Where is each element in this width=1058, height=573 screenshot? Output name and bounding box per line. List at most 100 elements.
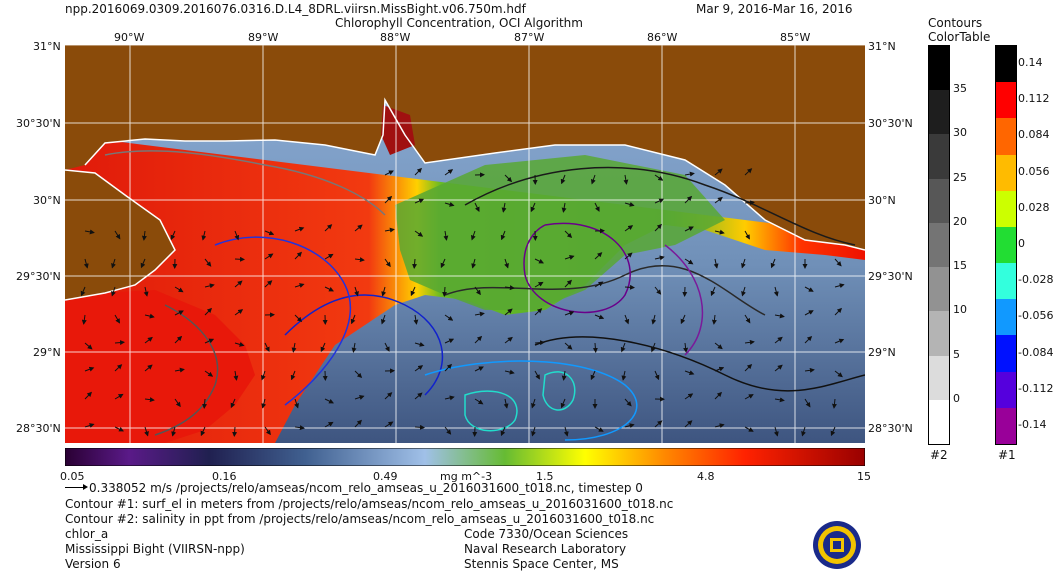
current-vector-arrow — [834, 258, 842, 267]
current-vector-arrow — [264, 230, 275, 236]
current-vector-arrow — [474, 311, 485, 317]
colorbar-label-2: 0.49 — [373, 470, 398, 483]
current-vector-arrow — [294, 226, 305, 232]
current-vector-arrow — [144, 397, 155, 403]
current-vector-arrow — [174, 398, 181, 408]
current-vector-arrow — [413, 314, 419, 325]
lat-label-left-31n: 31°N — [33, 40, 61, 53]
current-vector-arrow — [111, 286, 116, 297]
current-vector-arrow — [354, 419, 362, 428]
contour2-description: Contour #2: salinity in ppt from /projec… — [65, 512, 655, 526]
current-vector-arrow — [144, 336, 153, 344]
current-vector-arrow — [114, 426, 125, 432]
contours — [104, 150, 865, 441]
graticule — [65, 45, 865, 443]
current-vector-arrow — [444, 169, 454, 176]
current-vector-arrow — [320, 342, 326, 353]
current-vector-arrow — [324, 421, 334, 428]
current-vector-arrow — [503, 398, 509, 409]
current-vector-arrow — [204, 338, 215, 344]
current-vector-arrow — [774, 364, 783, 372]
chlorophyll-colorbar — [65, 448, 865, 466]
current-vector-arrow — [531, 426, 536, 437]
current-vector-arrow — [384, 170, 394, 176]
current-vector-arrow — [114, 314, 120, 324]
current-vector-arrow — [624, 201, 635, 207]
current-vector-arrow — [324, 286, 335, 292]
current-vector-arrow — [264, 342, 270, 352]
current-vector-arrow — [144, 364, 153, 372]
vector-description: 0.338052 m/s /projects/relo/amseas/ncom_… — [89, 481, 643, 495]
current-vector-arrow — [444, 338, 455, 344]
current-vector-arrow — [294, 425, 305, 431]
current-vector-arrow — [474, 398, 484, 405]
current-vector-arrow — [741, 258, 746, 269]
legend-swatch — [929, 399, 949, 444]
colorbar-label-4: 4.8 — [697, 470, 715, 483]
current-vector-arrow — [234, 309, 244, 316]
current-vector-arrow — [714, 168, 723, 176]
current-vector-arrow — [381, 286, 387, 297]
colorbar-label-5: 15 — [857, 470, 871, 483]
current-vector-arrow — [744, 426, 754, 432]
chlorophyll-map[interactable] — [65, 45, 865, 443]
current-vector-arrow — [354, 286, 359, 297]
current-vector-arrow — [801, 426, 806, 437]
current-vector-arrow — [414, 230, 424, 237]
land-inlet — [381, 105, 415, 155]
current-vector-arrow — [204, 370, 214, 377]
legend-label: -0.14 — [1018, 417, 1047, 431]
current-vector-arrow — [261, 398, 267, 409]
current-vector-arrow — [590, 174, 596, 185]
current-vector-arrow — [174, 286, 184, 293]
current-vector-arrow — [504, 258, 509, 269]
current-vector-arrow — [624, 252, 633, 260]
version-label: Version 6 — [65, 557, 121, 571]
current-vector-arrow — [683, 342, 689, 353]
contour1-legend-bar — [995, 45, 1017, 445]
file-title: npp.2016069.0309.2016076.0316.D.L4_8DRL.… — [65, 2, 526, 16]
current-vector-arrow — [714, 229, 725, 235]
current-vector-arrow — [804, 367, 815, 373]
current-vector-arrow — [714, 366, 725, 372]
nrl-seal-icon — [813, 521, 861, 569]
current-vector-arrow — [444, 314, 454, 321]
current-vector-arrow — [170, 230, 176, 241]
contour2-legend-bar — [928, 45, 950, 445]
legend-label: 25 — [953, 170, 967, 184]
current-vector-arrow — [144, 426, 149, 437]
current-vector-arrow — [174, 367, 185, 373]
current-vector-arrow — [770, 258, 776, 269]
vector-arrow-icon — [65, 487, 85, 488]
legend-label: -0.112 — [1018, 381, 1054, 395]
current-vector-arrow — [774, 313, 785, 319]
contour1-tag: #1 — [998, 448, 1016, 462]
current-vector-arrow — [351, 342, 357, 353]
current-vector-arrow — [412, 258, 418, 269]
current-vector-arrow — [504, 174, 513, 183]
current-vector-arrow — [264, 426, 271, 436]
legend-swatch — [929, 311, 949, 356]
current-vector-arrow — [414, 424, 425, 430]
current-vector-arrow — [500, 230, 506, 241]
current-vector-arrow — [230, 398, 236, 409]
current-vector-arrow — [141, 230, 147, 241]
legend-swatch — [929, 46, 949, 91]
current-vector-arrow — [774, 336, 783, 344]
legend-swatch — [996, 407, 1016, 444]
current-vector-arrow — [654, 255, 665, 261]
current-vector-arrow — [804, 286, 814, 292]
current-vector-arrow — [414, 341, 425, 347]
current-vector-arrow — [111, 258, 116, 269]
current-vector-arrow — [594, 314, 605, 320]
current-vector-arrow — [290, 370, 296, 381]
lat-label-left-28-30n: 28°30'N — [16, 422, 61, 435]
current-vector-arrow — [442, 286, 448, 297]
current-vector-arrow — [834, 307, 843, 316]
current-vector-arrow — [623, 174, 629, 185]
current-vector-arrow — [560, 398, 566, 409]
current-vector-arrow — [534, 370, 540, 380]
current-vector-arrow — [501, 202, 507, 213]
lat-label-right-31n: 31°N — [868, 40, 896, 53]
lon-label-87w: 87°W — [514, 31, 545, 44]
